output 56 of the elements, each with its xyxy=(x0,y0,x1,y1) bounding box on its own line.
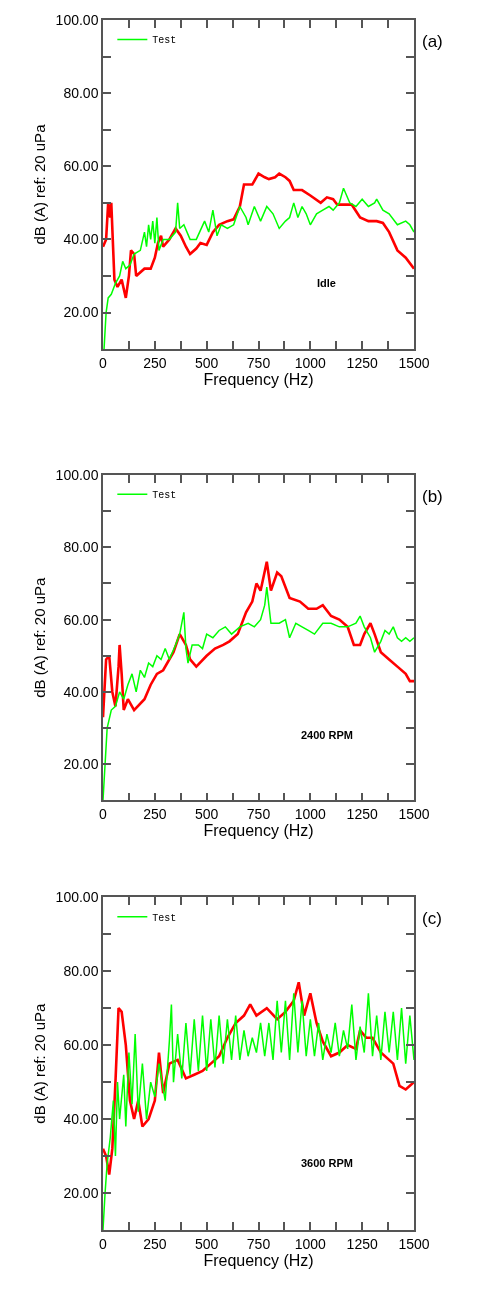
x-tick-label: 250 xyxy=(143,806,167,822)
line-series xyxy=(103,560,414,719)
y-tick-label: 40.00 xyxy=(63,1110,99,1127)
y-tick-label: 100.00 xyxy=(55,889,99,906)
y-tick-label: 20.00 xyxy=(63,1184,99,1201)
x-tick-label: 1500 xyxy=(398,806,430,822)
y-tick-label: 80.00 xyxy=(63,963,99,980)
x-tick-label: 1500 xyxy=(398,354,430,371)
x-axis-title: Frequency (Hz) xyxy=(203,822,314,840)
line-series xyxy=(103,172,414,300)
x-tick-label: 1250 xyxy=(346,1235,378,1252)
y-tick-label: 60.00 xyxy=(63,1037,99,1054)
legend-label: Test xyxy=(152,912,177,924)
line-series xyxy=(103,187,414,350)
y-tick-label: 60.00 xyxy=(63,158,99,175)
x-tick-label: 1250 xyxy=(346,354,378,371)
y-tick-label: 100.00 xyxy=(55,466,99,483)
text: (b) xyxy=(422,487,443,506)
y-axis-title: dB (A) ref: 20 uPa xyxy=(31,577,49,698)
text: (c) xyxy=(422,909,442,928)
y-tick-label: 100.00 xyxy=(55,11,99,28)
line-series xyxy=(103,586,414,801)
y-tick-label: 40.00 xyxy=(63,683,99,700)
line-series xyxy=(103,992,414,1230)
x-tick-label: 750 xyxy=(246,806,271,822)
y-tick-label: 80.00 xyxy=(63,85,99,102)
x-axis-title: Frequency (Hz) xyxy=(203,370,314,388)
x-tick-label: 0 xyxy=(99,806,108,822)
x-tick-label: 250 xyxy=(143,1235,167,1252)
x-axis-title: Frequency (Hz) xyxy=(203,1251,314,1269)
legend-label: Test xyxy=(152,35,177,47)
annotation: 3600 RPM xyxy=(301,1157,353,1169)
y-axis-title: dB (A) ref: 20 uPa xyxy=(31,1002,49,1124)
x-tick-label: 500 xyxy=(194,1235,219,1252)
y-tick-label: 80.00 xyxy=(63,539,99,556)
x-tick-label: 1500 xyxy=(398,1235,430,1252)
x-tick-label: 500 xyxy=(194,354,219,371)
x-tick-label: 750 xyxy=(246,354,271,371)
x-tick-label: 750 xyxy=(246,1235,271,1252)
annotation: Idle xyxy=(317,277,336,289)
x-tick-label: 1250 xyxy=(346,806,378,822)
legend-label: Test xyxy=(152,490,177,502)
y-axis-title: dB (A) ref: 20 uPa xyxy=(31,123,49,245)
x-tick-label: 1000 xyxy=(294,354,327,371)
x-tick-label: 1000 xyxy=(294,1235,327,1252)
y-tick-label: 40.00 xyxy=(63,231,99,248)
text: (a) xyxy=(422,32,443,51)
x-tick-label: 1000 xyxy=(294,806,327,822)
x-tick-label: 0 xyxy=(99,354,108,371)
y-tick-label: 20.00 xyxy=(63,304,99,321)
y-tick-label: 20.00 xyxy=(63,756,99,773)
x-tick-label: 250 xyxy=(143,354,167,371)
x-tick-label: 500 xyxy=(194,806,219,822)
annotation: 2400 RPM xyxy=(301,729,353,741)
x-tick-label: 0 xyxy=(99,1235,108,1252)
y-tick-label: 60.00 xyxy=(63,611,99,628)
